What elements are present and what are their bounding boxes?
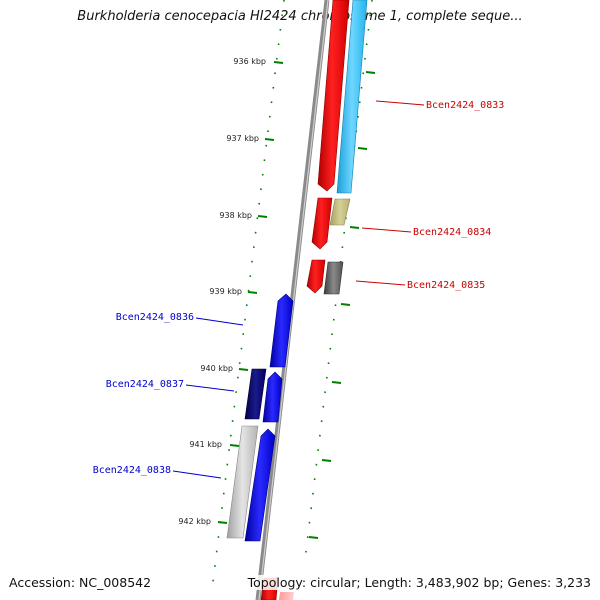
scale-ticks: 936 kbp 937 kbp 938 kbp 939 kbp 940 kbp … [178,57,376,539]
cds-blue-0837b[interactable] [262,371,283,423]
tick-mark [217,521,228,524]
tick-label-942: 942 kbp [178,517,211,526]
tick-label-936: 936 kbp [233,57,266,66]
gene-label-0836[interactable]: Bcen2424_0836 [116,312,194,323]
chromosome-backbone [255,0,330,600]
cds-pink-bottom[interactable] [279,592,294,600]
tick-mark [257,215,268,218]
leader-line [195,317,244,326]
cds-red-top[interactable] [317,0,350,192]
tick-label-937: 937 kbp [226,134,259,143]
cds-navy-0837[interactable] [244,368,267,420]
gene-label-0837[interactable]: Bcen2424_0837 [106,379,184,390]
tick-mark [238,368,249,371]
tick-mark [349,226,360,229]
leader-line [172,470,222,479]
cds-gray-0835[interactable] [323,261,344,295]
genome-summary-label: Topology: circular; Length: 3,483,902 bp… [247,575,591,590]
gene-label-0838[interactable]: Bcen2424_0838 [93,465,171,476]
cds-red-0835[interactable] [306,259,326,294]
tick-mark [229,444,240,447]
tick-mark [247,291,258,294]
tick-mark [365,71,376,74]
tick-label-939: 939 kbp [209,287,242,296]
cds-blue-0838[interactable] [244,428,276,542]
tick-label-941: 941 kbp [189,440,222,449]
cds-khaki-0834[interactable] [329,198,351,226]
leader-line [361,227,412,233]
cds-blue-0836[interactable] [269,293,294,368]
tick-mark [308,536,319,539]
tick-mark [340,303,351,306]
cds-red-0834[interactable] [311,197,333,250]
tick-label-940: 940 kbp [200,364,233,373]
tick-mark [264,138,275,141]
reverse-strand-features [226,293,294,542]
gene-label-0834[interactable]: Bcen2424_0834 [413,227,491,238]
gene-labels: Bcen2424_0833 Bcen2424_0834 Bcen2424_083… [93,100,504,479]
gene-label-0835[interactable]: Bcen2424_0835 [407,280,485,291]
chromosome-backbone-highlight [258,0,329,600]
cds-lightgray-0838[interactable] [226,425,259,539]
tick-mark [273,61,284,64]
tick-mark [331,381,342,384]
accession-label: Accession: NC_008542 [9,575,152,590]
map-title: Burkholderia cenocepacia HI2424 chromoso… [77,9,523,24]
leader-line [375,100,425,106]
tick-mark [357,147,368,150]
gene-label-0833[interactable]: Bcen2424_0833 [426,100,504,111]
forward-strand-features [260,0,368,600]
leader-line [355,280,406,286]
tick-label-938: 938 kbp [219,211,252,220]
tick-mark [321,459,332,462]
cds-cyan-top[interactable] [336,0,368,194]
leader-line [185,384,235,392]
